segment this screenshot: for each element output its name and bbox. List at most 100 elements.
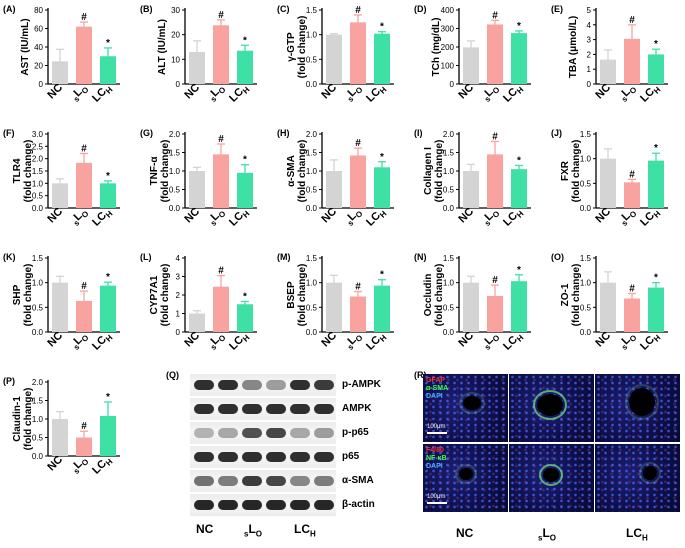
x-tick-label: LCH	[227, 81, 252, 106]
significance-mark: *	[106, 38, 110, 49]
y-axis-label: TLR4(fold change)	[12, 140, 34, 203]
blot-band	[290, 452, 310, 462]
significance-mark: #	[355, 5, 361, 16]
scale-bar-label: 100μm	[427, 494, 446, 500]
y-tick-label: 2	[587, 50, 592, 59]
bar	[76, 162, 92, 208]
blot-band	[218, 476, 238, 486]
blot-protein-label: AMPK	[342, 403, 372, 414]
if-vessel-lumen	[459, 468, 473, 480]
blot-band	[242, 452, 262, 462]
panel-letter: (B)	[140, 4, 153, 14]
y-axis-label: AST (IU/mL)	[20, 18, 31, 75]
x-tick-label: LCH	[90, 329, 115, 354]
y-tick-label: 1.0	[306, 31, 318, 40]
panel-letter: (O)	[551, 252, 564, 262]
y-axis-label: BSEP(fold change)	[286, 264, 308, 327]
blot-group-label: LCH	[294, 522, 316, 539]
significance-mark: *	[517, 155, 521, 166]
significance-mark: #	[492, 275, 498, 286]
y-tick-label: 20	[34, 62, 43, 71]
bar	[624, 182, 640, 208]
blot-band	[266, 404, 286, 414]
bar	[100, 285, 116, 332]
significance-mark: #	[81, 12, 87, 23]
bar	[237, 50, 253, 84]
significance-mark: #	[81, 421, 87, 432]
y-tick-label: 1.0	[169, 167, 181, 176]
y-tick-label: 1.5	[580, 130, 592, 139]
y-tick-label: 0.0	[443, 204, 455, 213]
y-axis-label: α-SMA(fold change)	[286, 140, 308, 203]
significance-mark: #	[629, 15, 635, 26]
panel-letter: (H)	[277, 128, 290, 138]
significance-mark: #	[629, 169, 635, 180]
blot-band	[290, 476, 310, 486]
y-tick-label: 0.0	[169, 204, 181, 213]
if-image-tile: F4/80 NF-κB DAPI 100μm	[423, 444, 508, 512]
x-tick-label: sLO	[342, 206, 364, 228]
y-tick-label: 0.0	[443, 328, 455, 337]
if-vessel-rim	[625, 384, 659, 420]
bar	[100, 183, 116, 208]
significance-mark: *	[654, 273, 658, 284]
scale-bar	[427, 432, 447, 434]
bar	[76, 437, 92, 456]
significance-mark: #	[218, 10, 224, 21]
y-tick-label: 60	[34, 25, 43, 34]
y-tick-label: 0.5	[443, 186, 455, 195]
blot-band	[218, 452, 238, 462]
x-tick-label: sLO	[205, 206, 227, 228]
panel-letter: (R)	[414, 370, 427, 380]
y-tick-label: 0	[176, 80, 181, 89]
significance-mark: *	[243, 35, 247, 46]
y-tick-label: 0.0	[580, 204, 592, 213]
y-tick-label: 400	[441, 6, 455, 15]
x-tick-label: LCH	[501, 329, 526, 354]
y-tick-label: 0.5	[443, 303, 455, 312]
significance-mark: #	[81, 281, 87, 292]
y-tick-label: 1.0	[580, 279, 592, 288]
x-tick-label: sLO	[479, 82, 501, 104]
y-tick-label: 2	[176, 291, 181, 300]
y-tick-label: 1.0	[306, 167, 318, 176]
y-axis-label: Collagen I(fold change)	[423, 140, 445, 203]
y-tick-label: 0.5	[306, 55, 318, 64]
if-vessel-rim	[455, 464, 477, 484]
blot-band	[266, 380, 286, 390]
significance-mark: *	[106, 272, 110, 283]
y-tick-label: 0	[176, 328, 181, 337]
bar	[463, 282, 479, 332]
scale-bar-label: 100μm	[427, 424, 446, 430]
y-tick-label: 2.0	[306, 130, 318, 139]
y-tick-label: 0.5	[32, 192, 44, 201]
blot-band	[314, 428, 334, 438]
y-tick-label: 1.0	[443, 279, 455, 288]
blot-band	[194, 428, 214, 438]
y-tick-label: 1.0	[306, 279, 318, 288]
y-axis-label: Occludin(fold change)	[423, 264, 445, 327]
blot-band	[242, 428, 262, 438]
y-tick-label: 0.0	[306, 80, 318, 89]
y-tick-label: 200	[441, 43, 455, 52]
bar	[648, 54, 664, 84]
significance-mark: *	[517, 21, 521, 32]
y-tick-label: 2.0	[32, 378, 44, 387]
if-stain-legend: GFAP α-SMA DAPI	[426, 377, 448, 401]
panel-letter: (C)	[277, 4, 290, 14]
if-vessel-lumen	[537, 394, 563, 416]
bar	[511, 33, 527, 84]
panel-letter: (J)	[551, 128, 562, 138]
bar	[624, 38, 640, 84]
significance-mark: *	[380, 270, 384, 281]
significance-mark: #	[355, 138, 361, 149]
if-vessel-rim	[639, 462, 661, 484]
if-image-tile: GFAP α-SMA DAPI 100μm	[423, 374, 508, 442]
significance-mark: *	[517, 265, 521, 276]
significance-mark: *	[380, 22, 384, 33]
y-tick-label: 0.5	[306, 303, 318, 312]
